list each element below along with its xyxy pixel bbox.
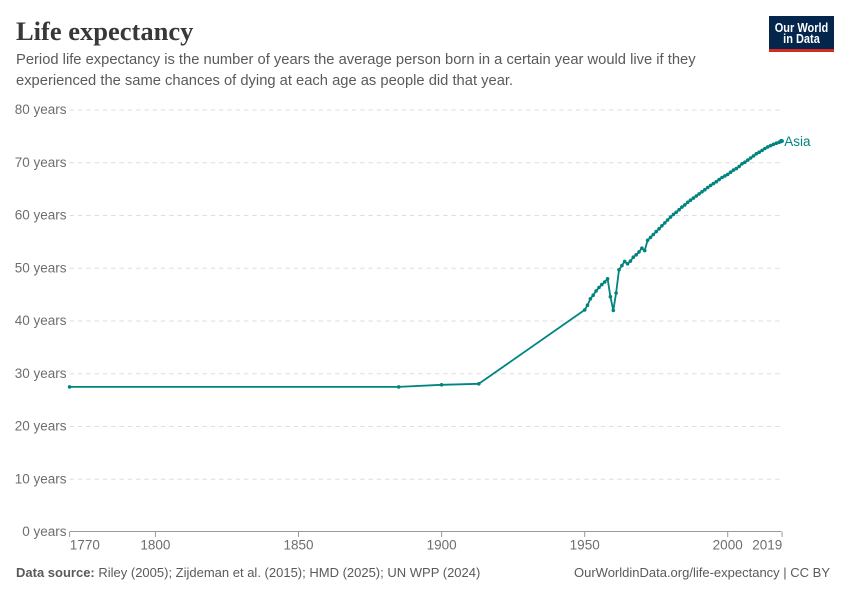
svg-text:10 years: 10 years [15,471,67,486]
svg-text:0 years: 0 years [22,524,67,539]
svg-text:70 years: 70 years [15,155,67,170]
svg-text:2000: 2000 [713,537,743,552]
svg-text:1850: 1850 [283,537,313,552]
svg-text:60 years: 60 years [15,208,67,223]
svg-text:20 years: 20 years [15,419,67,434]
svg-text:1800: 1800 [140,537,170,552]
svg-text:2019: 2019 [752,537,782,552]
svg-text:30 years: 30 years [15,366,67,381]
svg-text:1900: 1900 [427,537,457,552]
svg-text:Asia: Asia [784,134,811,149]
svg-text:80 years: 80 years [15,102,67,117]
svg-text:1950: 1950 [570,537,600,552]
svg-text:50 years: 50 years [15,260,67,275]
svg-text:1770: 1770 [70,537,100,552]
svg-text:40 years: 40 years [15,313,67,328]
